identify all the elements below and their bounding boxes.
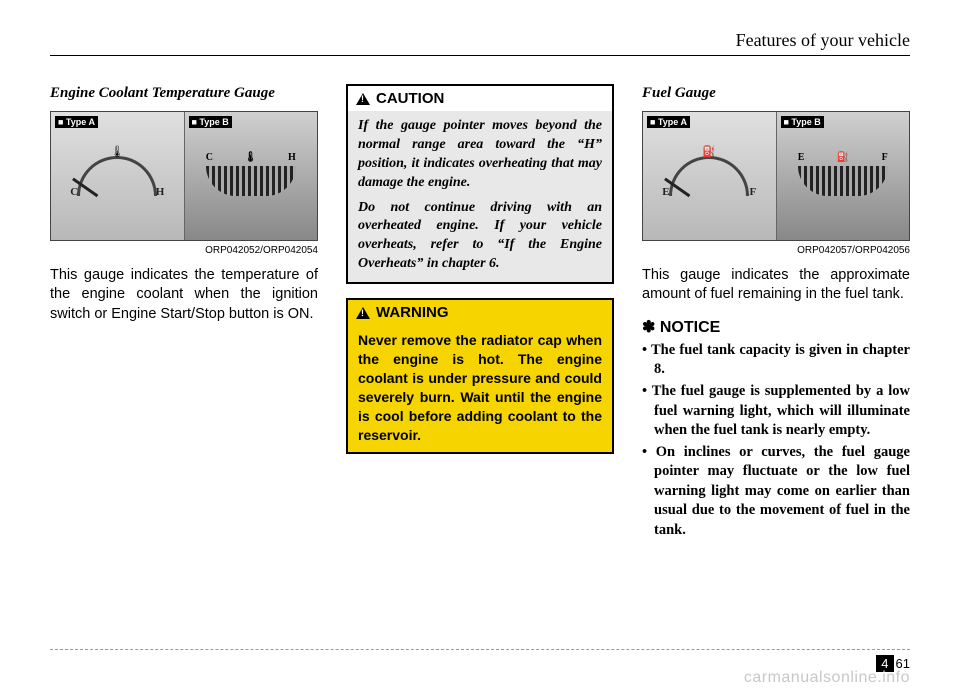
type-a-label: ■ Type A [55, 116, 98, 128]
watermark-text: carmanualsonline.info [744, 669, 910, 687]
warning-title: WARNING [376, 304, 449, 321]
fuel-gauge-bars-icon: E ⛽ F [798, 166, 888, 196]
notice-item: The fuel tank capacity is given in chapt… [642, 341, 910, 380]
footer-rule [50, 649, 910, 650]
column-3: Fuel Gauge ■ Type A E F ⛽ ■ Type B E [642, 84, 910, 543]
column-2: CAUTION If the gauge pointer moves beyon… [346, 84, 614, 543]
warning-box: WARNING Never remove the radiator cap wh… [346, 298, 614, 454]
gauge-arc-icon: C H 🌡 [77, 156, 157, 196]
fuel-b-empty: E [798, 152, 805, 163]
caution-title-row: CAUTION [348, 86, 612, 111]
gauge-cold-label: C [70, 186, 78, 198]
gauge-b-cold: C [206, 152, 213, 163]
notice-heading: ✽ NOTICE [642, 317, 910, 337]
warning-body: Never remove the radiator cap when the e… [348, 325, 612, 452]
thermometer-icon: 🌡 [110, 145, 124, 158]
fuel-b-full: F [882, 152, 888, 163]
caution-p1: If the gauge pointer moves beyond the no… [358, 117, 602, 193]
fuel-figure-ref: ORP042057/ORP042056 [642, 245, 910, 256]
coolant-gauge-text: This gauge indicates the tempera­ture of… [50, 266, 318, 325]
warning-triangle-icon [356, 307, 370, 319]
thermometer-icon-b: 🌡 [244, 152, 257, 163]
fuel-gauge-type-a: ■ Type A E F ⛽ [643, 112, 777, 240]
notice-list: The fuel tank capacity is given in chapt… [642, 341, 910, 541]
coolant-gauge-type-a: ■ Type A C H 🌡 [51, 112, 185, 240]
gauge-full-label: F [750, 186, 757, 198]
caution-triangle-icon [356, 93, 370, 105]
gauge-b-letters: C 🌡 H [206, 152, 296, 163]
caution-title: CAUTION [376, 90, 444, 107]
gauge-b-hot: H [288, 152, 296, 163]
caution-box: CAUTION If the gauge pointer moves beyon… [346, 84, 614, 284]
fuel-gauge-b-letters: E ⛽ F [798, 152, 888, 163]
section-header: Features of your vehicle [50, 30, 910, 51]
fuel-pump-icon-b: ⛽ [837, 152, 849, 163]
gauge-hot-label: H [156, 186, 165, 198]
fuel-gauge-arc-icon: E F ⛽ [669, 156, 749, 196]
coolant-gauge-heading: Engine Coolant Temperature Gauge [50, 84, 318, 103]
caution-body: If the gauge pointer moves beyond the no… [348, 111, 612, 282]
fuel-gauge-heading: Fuel Gauge [642, 84, 910, 103]
warning-title-row: WARNING [348, 300, 612, 325]
type-b-label: ■ Type B [189, 116, 232, 128]
column-1: Engine Coolant Temperature Gauge ■ Type … [50, 84, 318, 543]
coolant-gauge-type-b: ■ Type B C 🌡 H [185, 112, 318, 240]
coolant-figure-ref: ORP042052/ORP042054 [50, 245, 318, 256]
fuel-pump-icon: ⛽ [702, 145, 716, 158]
fuel-gauge-figure: ■ Type A E F ⛽ ■ Type B E ⛽ F [642, 111, 910, 241]
page-footer: 461 [50, 649, 910, 671]
gauge-empty-label: E [662, 186, 669, 198]
notice-item: The fuel gauge is supplemented by a low … [642, 382, 910, 441]
gauge-bars-icon: C 🌡 H [206, 166, 296, 196]
notice-item: On inclines or curves, the fuel gauge po… [642, 443, 910, 541]
manual-page: Features of your vehicle Engine Coolant … [0, 0, 960, 689]
fuel-type-b-label: ■ Type B [781, 116, 824, 128]
content-columns: Engine Coolant Temperature Gauge ■ Type … [50, 84, 910, 543]
warning-text: Never remove the radiator cap when the e… [358, 331, 602, 444]
fuel-gauge-text: This gauge indicates the approxi­mate am… [642, 266, 910, 305]
caution-p2: Do not continue driving with an overheat… [358, 199, 602, 275]
fuel-type-a-label: ■ Type A [647, 116, 690, 128]
fuel-gauge-type-b: ■ Type B E ⛽ F [777, 112, 910, 240]
header-rule [50, 55, 910, 56]
coolant-gauge-figure: ■ Type A C H 🌡 ■ Type B C 🌡 H [50, 111, 318, 241]
